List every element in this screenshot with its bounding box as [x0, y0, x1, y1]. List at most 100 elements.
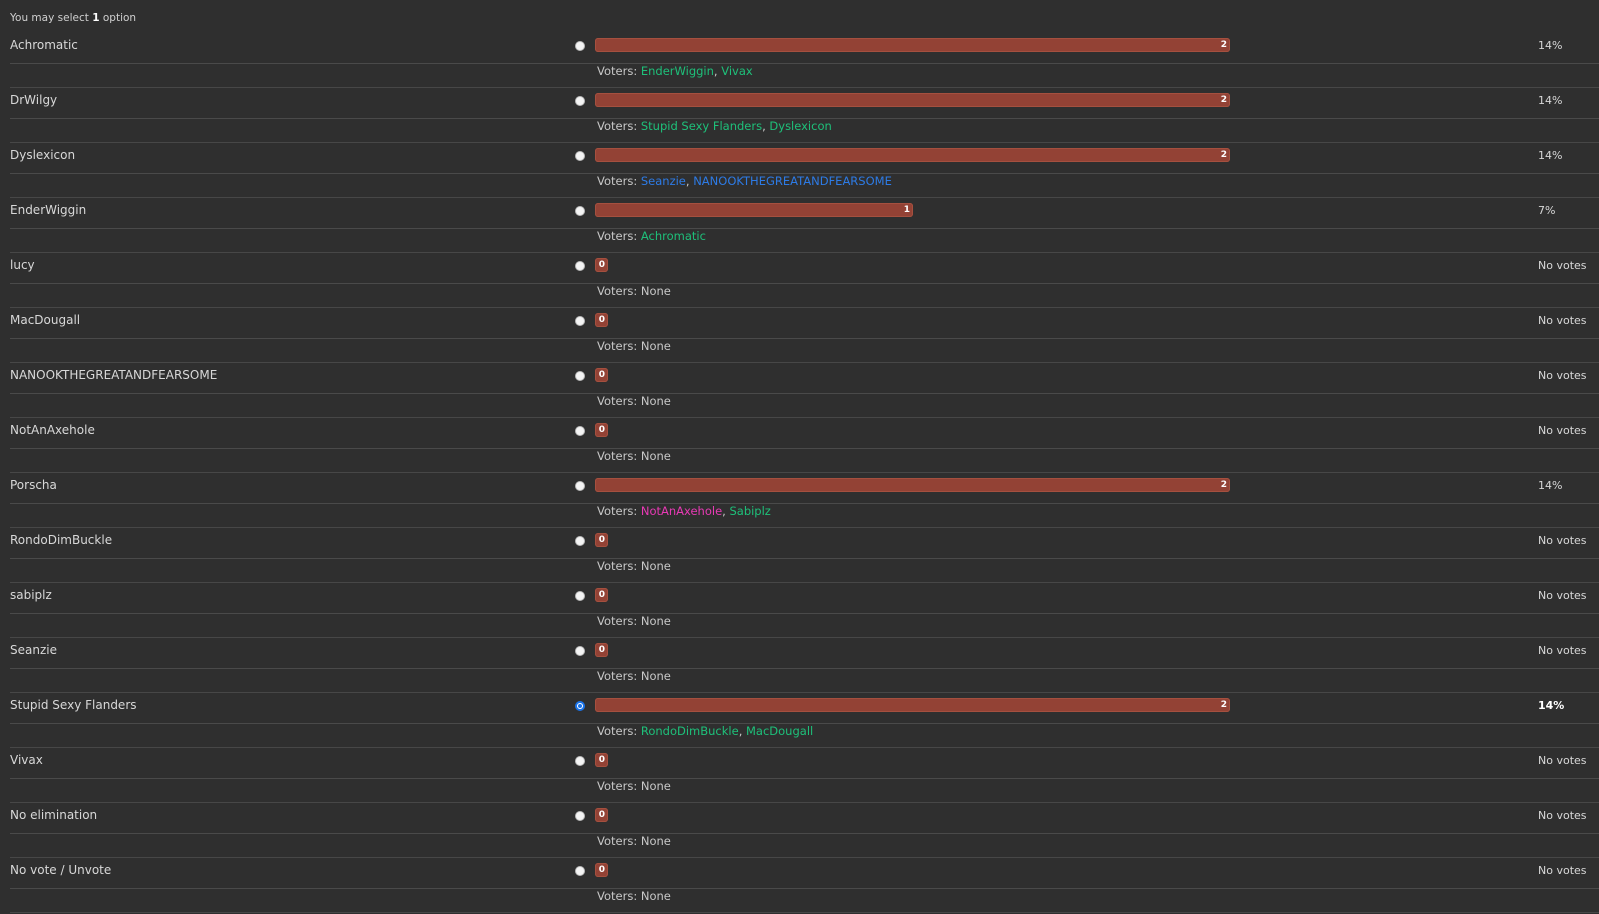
option-radio[interactable]: [575, 206, 585, 216]
option-name: No vote / Unvote: [10, 863, 112, 877]
voters-none: None: [640, 339, 671, 353]
row-divider: [10, 252, 1599, 253]
vote-count: 0: [598, 535, 605, 545]
voters-none: None: [640, 889, 671, 903]
voter-link[interactable]: MacDougall: [746, 724, 814, 738]
vote-bar: 0: [595, 753, 608, 767]
voters-label: Voters:: [597, 229, 638, 243]
option-radio[interactable]: [575, 151, 585, 161]
option-radio[interactable]: [575, 316, 585, 326]
voters-line: Voters: None: [597, 394, 671, 408]
option-name: No elimination: [10, 808, 98, 822]
voter-link[interactable]: Vivax: [721, 64, 753, 78]
row-divider: [10, 448, 1599, 449]
vote-percent: No votes: [1538, 589, 1587, 602]
vote-count: 0: [598, 260, 605, 270]
option-radio[interactable]: [575, 536, 585, 546]
poll-option-row: NANOOKTHEGREATANDFEARSOME 0 No votes Voters…: [0, 365, 1599, 420]
voters-none: None: [640, 614, 671, 628]
row-divider: [10, 338, 1599, 339]
row-divider: [10, 503, 1599, 504]
option-radio[interactable]: [575, 701, 585, 711]
voter-link[interactable]: Sabiplz: [729, 504, 771, 518]
vote-percent: 14%: [1538, 94, 1563, 107]
voters-label: Voters:: [597, 779, 638, 793]
voters-none: None: [640, 834, 671, 848]
row-divider: [10, 857, 1599, 858]
voters-none: None: [640, 284, 671, 298]
row-divider: [10, 472, 1599, 473]
poll-option-row: sabiplz 0 No votes Voters: None: [0, 585, 1599, 640]
option-name: Seanzie: [10, 643, 57, 657]
row-divider: [10, 582, 1599, 583]
option-name: Stupid Sexy Flanders: [10, 698, 137, 712]
poll-option-row: lucy 0 No votes Voters: None: [0, 255, 1599, 310]
poll-option-row: Stupid Sexy Flanders 2 14% Voters: RondoDim…: [0, 695, 1599, 750]
voters-line: Voters: None: [597, 339, 671, 353]
vote-percent: No votes: [1538, 259, 1587, 272]
vote-percent: 14%: [1538, 479, 1563, 492]
option-radio[interactable]: [575, 426, 585, 436]
vote-bar: 0: [595, 643, 608, 657]
poll-instructions: You may select 1 option: [10, 12, 136, 24]
row-divider: [10, 118, 1599, 119]
voter-link[interactable]: NotAnAxehole: [640, 504, 723, 518]
option-radio[interactable]: [575, 481, 585, 491]
vote-count: 0: [598, 315, 605, 325]
option-radio[interactable]: [575, 866, 585, 876]
voters-label: Voters:: [597, 119, 638, 133]
row-divider: [10, 142, 1599, 143]
voter-link[interactable]: RondoDimBuckle: [640, 724, 739, 738]
vote-count: 2: [1220, 480, 1227, 490]
voters-label: Voters:: [597, 504, 638, 518]
vote-count: 0: [598, 370, 605, 380]
voters-label: Voters:: [597, 669, 638, 683]
vote-count: 0: [598, 865, 605, 875]
voters-line: Voters: None: [597, 834, 671, 848]
vote-bar: 0: [595, 423, 608, 437]
option-name: Achromatic: [10, 38, 78, 52]
option-name: Porscha: [10, 478, 57, 492]
voter-link[interactable]: Achromatic: [640, 229, 706, 243]
option-radio[interactable]: [575, 646, 585, 656]
voters-none: None: [640, 669, 671, 683]
option-radio[interactable]: [575, 591, 585, 601]
voters-label: Voters:: [597, 834, 638, 848]
voters-label: Voters:: [597, 724, 638, 738]
row-divider: [10, 87, 1599, 88]
row-divider: [10, 778, 1599, 779]
voter-link[interactable]: Seanzie: [640, 174, 686, 188]
option-name: NotAnAxehole: [10, 423, 95, 437]
row-divider: [10, 613, 1599, 614]
voters-label: Voters:: [597, 339, 638, 353]
poll-option-row: Porscha 2 14% Voters: NotAnAxehole, Sabiplz: [0, 475, 1599, 530]
vote-percent: 14%: [1538, 149, 1563, 162]
vote-count: 2: [1220, 40, 1227, 50]
voter-link[interactable]: Stupid Sexy Flanders: [640, 119, 763, 133]
option-radio[interactable]: [575, 756, 585, 766]
voters-label: Voters:: [597, 614, 638, 628]
row-divider: [10, 283, 1599, 284]
option-radio[interactable]: [575, 41, 585, 51]
voter-link[interactable]: Dyslexicon: [769, 119, 832, 133]
vote-percent: No votes: [1538, 314, 1587, 327]
option-radio[interactable]: [575, 261, 585, 271]
row-divider: [10, 833, 1599, 834]
row-divider: [10, 912, 1599, 913]
vote-percent: No votes: [1538, 809, 1587, 822]
vote-count: 1: [903, 205, 910, 215]
option-radio[interactable]: [575, 371, 585, 381]
voters-line: Voters: None: [597, 284, 671, 298]
voters-none: None: [640, 394, 671, 408]
voter-link[interactable]: NANOOKTHEGREATANDFEARSOME: [693, 174, 892, 188]
option-name: Vivax: [10, 753, 43, 767]
vote-bar: 1: [595, 203, 913, 217]
vote-bar: 0: [595, 313, 608, 327]
option-radio[interactable]: [575, 811, 585, 821]
voters-line: Voters: Seanzie, NANOOKTHEGREATANDFEARSO…: [597, 174, 892, 188]
voter-link[interactable]: EnderWiggin: [640, 64, 714, 78]
voters-none: None: [640, 559, 671, 573]
option-name: RondoDimBuckle: [10, 533, 113, 547]
row-divider: [10, 527, 1599, 528]
option-radio[interactable]: [575, 96, 585, 106]
